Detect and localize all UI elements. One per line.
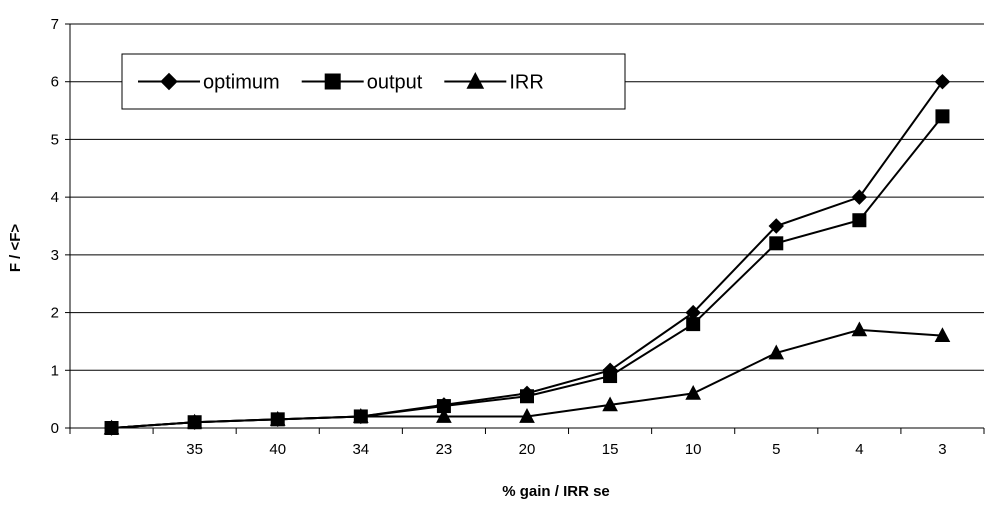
y-tick-label-5: 5	[51, 131, 59, 148]
x-tick-label-8: 5	[772, 441, 780, 458]
x-axis-title: % gain / IRR se	[502, 483, 610, 500]
point-output-9	[852, 213, 867, 228]
x-tick-label-2: 40	[269, 441, 286, 458]
point-irr-10	[934, 327, 951, 343]
legend-marker-optimum	[160, 72, 178, 91]
y-tick-label-0: 0	[51, 420, 59, 437]
point-optimum-7	[685, 304, 701, 321]
point-optimum-1	[186, 414, 203, 430]
y-tick-label-2: 2	[51, 305, 59, 322]
point-optimum-5	[519, 385, 535, 402]
legend-box	[121, 53, 626, 110]
point-irr-6	[602, 396, 618, 412]
point-irr-4	[436, 408, 452, 423]
point-irr-5	[519, 408, 535, 423]
x-tick-label-9: 4	[855, 441, 863, 458]
legend-marker-irr	[466, 72, 485, 89]
x-tick-label-1: 35	[186, 441, 203, 458]
legend-item-optimum: optimum	[138, 72, 280, 94]
series-optimum	[103, 74, 951, 436]
axes	[65, 23, 985, 434]
point-optimum-9	[851, 189, 868, 205]
legend-marker-output	[324, 73, 341, 90]
point-optimum-10	[934, 74, 951, 90]
legend: optimum output IRR	[121, 53, 626, 110]
y-tick-labels: 0 1 2 3 4 5 6 7	[51, 16, 59, 437]
point-output-10	[935, 109, 950, 124]
legend-label-irr: IRR	[509, 72, 543, 94]
legend-label-optimum: optimum	[203, 72, 280, 94]
y-tick-label-7: 7	[51, 16, 59, 33]
y-tick-label-1: 1	[51, 362, 59, 379]
legend-label-output: output	[367, 72, 423, 94]
x-tick-label-6: 15	[602, 441, 619, 458]
y-tick-label-3: 3	[51, 247, 59, 264]
point-optimum-4	[436, 397, 452, 413]
y-tick-label-4: 4	[51, 189, 59, 206]
point-optimum-8	[768, 218, 784, 234]
x-tick-labels: 35 40 34 23 20 15 10 5 4 3	[186, 441, 946, 458]
x-tick-label-4: 23	[436, 441, 453, 458]
point-output-8	[769, 236, 784, 251]
series-group	[103, 74, 951, 436]
legend-item-output: output	[301, 72, 423, 94]
x-tick-label-10: 3	[938, 441, 946, 458]
y-axis-title: F / <F>	[7, 224, 24, 273]
x-tick-label-5: 20	[519, 441, 536, 458]
legend-item-irr: IRR	[444, 72, 544, 94]
point-optimum-3	[353, 408, 369, 425]
x-tick-label-3: 34	[352, 441, 369, 458]
series-irr	[103, 321, 951, 435]
point-irr-9	[851, 321, 868, 337]
point-optimum-6	[602, 362, 618, 378]
series-line-output	[111, 115, 944, 429]
y-tick-label-6: 6	[51, 74, 59, 91]
point-irr-7	[685, 384, 702, 400]
point-irr-8	[768, 344, 785, 360]
x-tick-label-7: 10	[685, 441, 702, 458]
point-optimum-0	[103, 420, 120, 436]
point-optimum-2	[270, 411, 286, 428]
